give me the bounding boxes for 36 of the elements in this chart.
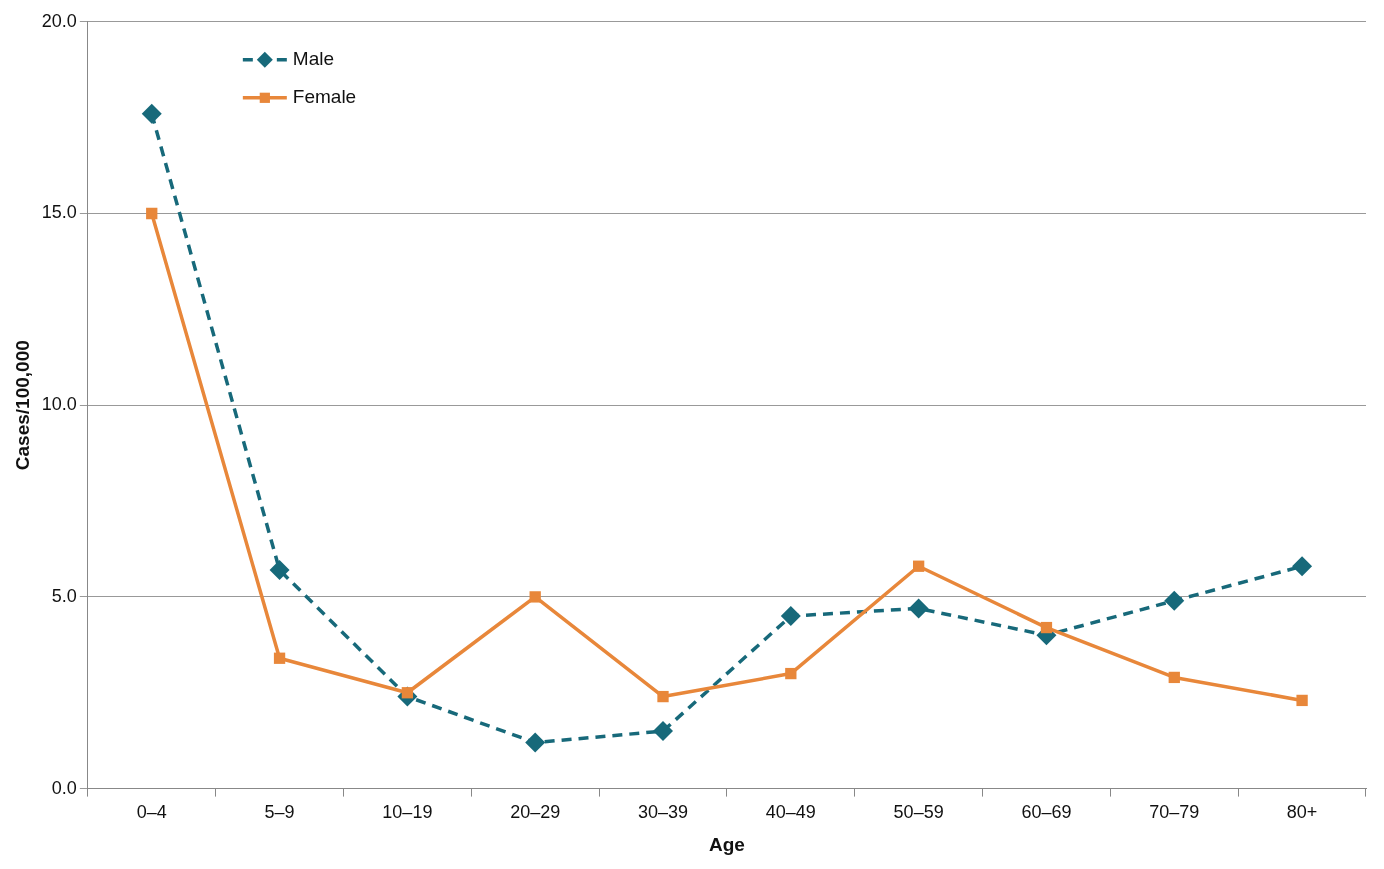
y-tick-label: 10.0 (41, 394, 77, 415)
point (1292, 556, 1313, 577)
point (657, 690, 669, 703)
point (273, 652, 286, 664)
x-tick-label: 40–49 (765, 802, 816, 823)
y-tick-label: 20.0 (41, 10, 77, 31)
point (785, 667, 797, 680)
legend-label: Male (292, 48, 335, 70)
x-tick-label: 30–39 (637, 802, 689, 823)
x-tick-label: 50–59 (893, 802, 944, 823)
x-tick-label: 10–19 (382, 802, 433, 823)
y-tick-label: 5.0 (51, 585, 77, 606)
point (1296, 694, 1308, 707)
point (912, 560, 925, 572)
x-tick-label: 5–9 (264, 802, 295, 823)
y-tick-label: 15.0 (41, 202, 77, 223)
legend-label: Female (292, 86, 357, 108)
x-tick-label: 70–79 (1149, 802, 1200, 823)
x-tick-label: 20–29 (510, 802, 561, 823)
y-tick-label: 0.0 (51, 777, 77, 798)
point (1168, 671, 1180, 684)
point (653, 721, 674, 742)
point (1040, 621, 1053, 634)
point (529, 591, 541, 603)
point (525, 732, 546, 753)
x-tick-label: 80+ (1286, 802, 1318, 823)
x-tick-label: 60–69 (1021, 802, 1072, 823)
point (908, 598, 929, 619)
y-axis-title: Cases/100,000 (11, 340, 33, 471)
x-tick-label: 0–4 (136, 802, 167, 823)
point (141, 103, 162, 124)
point (780, 606, 801, 627)
point (269, 560, 290, 581)
x-axis-title: Age (708, 833, 745, 855)
point (1164, 590, 1185, 611)
point (146, 207, 158, 220)
